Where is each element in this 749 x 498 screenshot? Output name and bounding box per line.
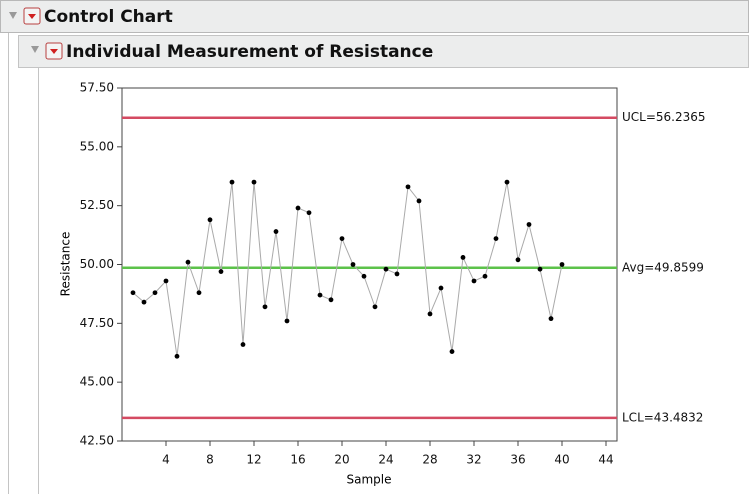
menu-arrow (50, 49, 58, 54)
data-point (240, 342, 246, 347)
limit-label: LCL=43.4832 (622, 410, 703, 424)
data-point (548, 316, 554, 322)
data-point (174, 353, 180, 359)
data-point (515, 257, 521, 263)
data-point (372, 304, 378, 310)
data-point (317, 292, 323, 298)
data-point (185, 259, 191, 265)
limit-label: Avg=49.8599 (622, 260, 704, 274)
data-point (262, 304, 268, 310)
data-point (306, 210, 312, 216)
data-point (394, 271, 400, 277)
data-point (207, 217, 213, 223)
data-point (460, 255, 466, 260)
data-point (229, 179, 235, 185)
x-tick-label: 36 (510, 453, 525, 467)
header-title: Control Chart (44, 7, 173, 27)
data-point (427, 311, 433, 317)
disclosure-triangle[interactable] (9, 12, 17, 19)
data-point (471, 278, 477, 284)
x-tick-label: 28 (422, 453, 437, 467)
y-tick-label: 52.50 (80, 198, 114, 212)
data-point (559, 262, 565, 267)
data-point (251, 179, 257, 185)
data-point (130, 290, 136, 296)
data-point (141, 299, 147, 305)
disclosure-triangle[interactable] (31, 46, 39, 53)
menu-arrow (28, 14, 36, 19)
data-point (218, 269, 224, 274)
data-point (163, 278, 169, 284)
data-point (438, 285, 444, 291)
data-point (504, 179, 510, 185)
x-tick-label: 4 (162, 453, 170, 467)
data-point (328, 297, 334, 303)
data-point (482, 273, 488, 279)
outer-header (0, 0, 749, 33)
data-point (405, 184, 411, 190)
data-point (152, 290, 158, 296)
x-tick-label: 32 (466, 453, 481, 467)
y-axis-label: Resistance (59, 232, 73, 297)
y-tick-label: 57.50 (80, 81, 114, 95)
chart-title: Individual Measurement of Resistance (66, 42, 433, 62)
x-tick-label: 40 (554, 453, 569, 467)
data-point (339, 236, 345, 242)
series-line (132, 182, 563, 357)
data-point (196, 290, 202, 296)
y-tick-label: 42.50 (80, 434, 114, 448)
data-point (350, 262, 356, 267)
x-tick-label: 8 (206, 453, 214, 467)
data-point (361, 273, 367, 279)
limit-label: UCL=56.2365 (622, 110, 706, 124)
y-tick-label: 45.00 (80, 375, 114, 389)
inner-header (18, 35, 749, 68)
y-tick-label: 50.00 (80, 257, 114, 271)
data-point (526, 222, 532, 227)
x-axis-label: Sample (347, 473, 392, 487)
x-tick-label: 20 (334, 453, 349, 467)
data-point (383, 266, 389, 272)
x-tick-label: 24 (378, 453, 393, 467)
y-tick-label: 47.50 (80, 316, 114, 330)
data-point (273, 229, 279, 234)
plot-frame (121, 87, 618, 442)
data-point (295, 205, 301, 211)
data-point (537, 266, 543, 272)
x-tick-label: 16 (290, 453, 305, 467)
data-point (493, 236, 499, 242)
data-point (449, 349, 455, 354)
x-tick-label: 44 (598, 453, 613, 467)
x-tick-label: 12 (246, 453, 261, 467)
data-point (284, 318, 290, 324)
y-tick-label: 55.00 (80, 139, 114, 153)
data-point (416, 198, 422, 204)
